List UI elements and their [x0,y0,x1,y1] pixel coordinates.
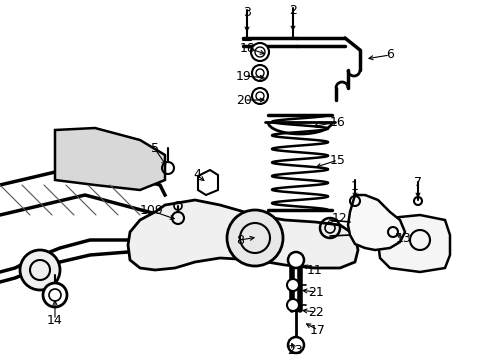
Circle shape [251,65,267,81]
Polygon shape [377,215,449,272]
Text: 23: 23 [286,343,302,356]
Text: 109: 109 [140,204,163,217]
Text: 14: 14 [47,314,63,327]
Circle shape [43,283,67,307]
Text: 5: 5 [151,143,159,156]
Text: 3: 3 [243,5,250,18]
Text: 16: 16 [329,116,345,129]
Text: 15: 15 [329,153,345,166]
Circle shape [286,279,298,291]
Text: 13: 13 [395,231,411,244]
Text: 18: 18 [240,41,255,54]
Circle shape [251,88,267,104]
Text: 21: 21 [307,285,323,298]
Text: 8: 8 [236,234,244,247]
Circle shape [20,250,60,290]
Text: 7: 7 [413,176,421,189]
Polygon shape [347,195,404,250]
Text: 12: 12 [331,211,347,225]
Text: 4: 4 [193,168,201,181]
Circle shape [287,337,304,353]
Text: 2: 2 [288,4,296,17]
Text: 17: 17 [309,324,325,337]
Polygon shape [128,200,357,270]
Text: 1: 1 [350,180,358,194]
Text: 11: 11 [306,264,322,276]
Circle shape [286,299,298,311]
Polygon shape [55,128,164,190]
Text: 19: 19 [236,69,251,82]
Circle shape [287,252,304,268]
Circle shape [250,43,268,61]
Text: 22: 22 [307,306,323,319]
Circle shape [226,210,283,266]
Text: 6: 6 [385,49,393,62]
Text: 20: 20 [236,94,251,107]
